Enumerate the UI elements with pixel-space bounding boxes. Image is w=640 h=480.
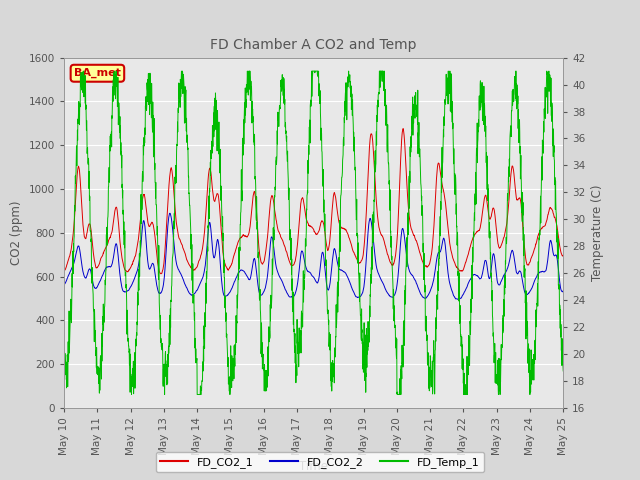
FD_CO2_1: [60, 268, 68, 274]
FD_CO2_2: [60, 282, 68, 288]
FD_CO2_2: [455, 297, 463, 302]
FD_Temp_1: [200, 359, 207, 364]
FD_Temp_1: [328, 360, 336, 365]
FD_CO2_1: [529, 250, 537, 255]
FD_CO2_2: [529, 281, 537, 287]
FD_CO2_1: [516, 195, 524, 201]
FD_CO2_2: [559, 288, 567, 294]
Legend: FD_CO2_1, FD_CO2_2, FD_Temp_1: FD_CO2_1, FD_CO2_2, FD_Temp_1: [156, 452, 484, 472]
FD_Temp_1: [459, 359, 467, 365]
FD_CO2_1: [339, 226, 346, 231]
X-axis label: Time: Time: [299, 460, 328, 473]
Line: FD_Temp_1: FD_Temp_1: [64, 71, 563, 395]
FD_Temp_1: [60, 368, 68, 374]
FD_CO2_1: [157, 271, 165, 276]
FD_Temp_1: [516, 117, 524, 123]
Y-axis label: CO2 (ppm): CO2 (ppm): [10, 201, 23, 265]
FD_Temp_1: [559, 368, 567, 374]
FD_CO2_1: [328, 213, 335, 218]
FD_CO2_1: [459, 268, 467, 274]
FD_CO2_1: [200, 239, 207, 244]
FD_CO2_2: [200, 272, 207, 278]
FD_Temp_1: [529, 370, 537, 376]
Text: BA_met: BA_met: [74, 68, 121, 78]
FD_CO2_2: [516, 268, 524, 274]
Y-axis label: Temperature (C): Temperature (C): [591, 184, 604, 281]
FD_CO2_2: [328, 264, 335, 270]
FD_CO2_2: [339, 268, 346, 274]
FD_CO2_1: [559, 252, 567, 258]
FD_CO2_1: [399, 126, 407, 132]
FD_Temp_1: [127, 392, 135, 397]
FD_Temp_1: [80, 68, 88, 74]
Line: FD_CO2_1: FD_CO2_1: [64, 129, 563, 274]
FD_Temp_1: [339, 154, 347, 160]
FD_CO2_2: [166, 210, 173, 216]
Title: FD Chamber A CO2 and Temp: FD Chamber A CO2 and Temp: [211, 38, 417, 52]
Line: FD_CO2_2: FD_CO2_2: [64, 213, 563, 300]
FD_CO2_2: [459, 292, 467, 298]
